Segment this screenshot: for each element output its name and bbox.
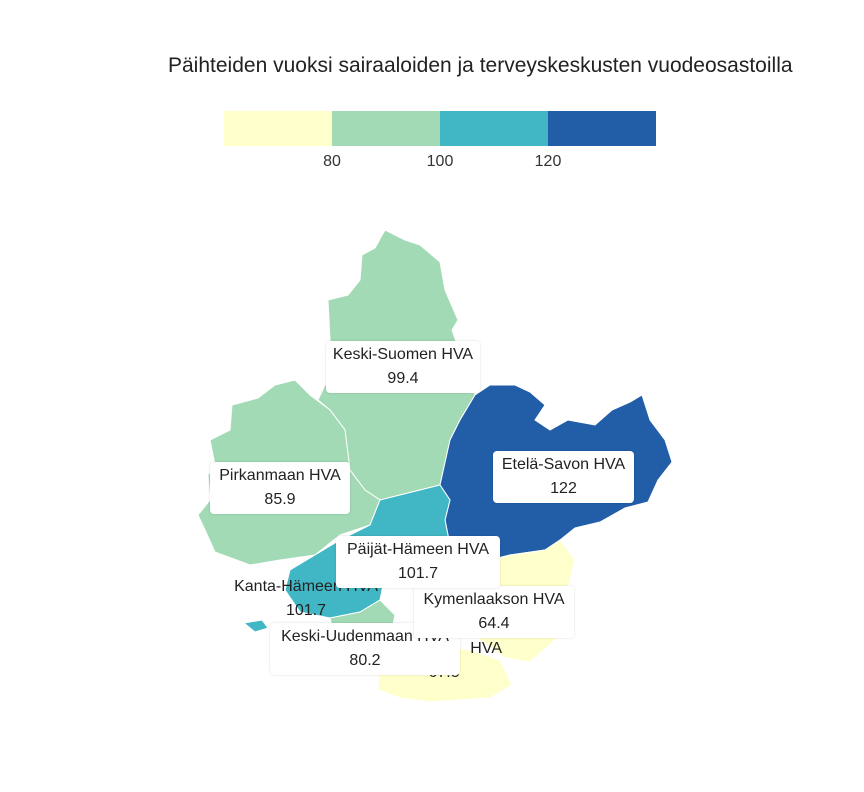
label-name: Kymenlaakson HVA: [423, 591, 565, 608]
label-name: Pirkanmaan HVA: [219, 467, 341, 484]
label-name: Keski-Uudenmaan HVA: [281, 628, 449, 645]
label-value: 122: [550, 480, 577, 497]
legend-swatch-1: [224, 111, 332, 146]
label-value: 80.2: [349, 652, 381, 669]
label-keski-suomi: Keski-Suomen HVA 99.4: [326, 341, 480, 393]
label-paijat-hame: Päijät-Hämeen HVA 101.7: [336, 536, 500, 588]
label-value: 101.7: [285, 602, 327, 619]
color-legend: 80 100 120: [224, 111, 656, 191]
label-etela-savo: Etelä-Savon HVA 122: [493, 451, 634, 503]
label-kymenlaakso: Kymenlaakson HVA 64.4: [414, 586, 574, 638]
legend-tick-100: 100: [426, 153, 454, 170]
label-name: Etelä-Savon HVA: [501, 456, 626, 473]
legend-tick-120: 120: [534, 153, 562, 170]
map-title: Päihteiden vuoksi sairaaloiden ja tervey…: [168, 54, 793, 77]
label-name: Päijät-Hämeen HVA: [347, 541, 489, 558]
label-value: 64.4: [478, 615, 510, 632]
legend-swatch-4: [548, 111, 656, 146]
legend-swatch-2: [332, 111, 440, 146]
label-value: 99.4: [387, 370, 419, 387]
label-name: Keski-Suomen HVA: [332, 346, 474, 363]
label-keski-uusimaa: Keski-Uudenmaan HVA 80.2: [270, 623, 460, 675]
legend-tick-80: 80: [323, 153, 341, 170]
label-value: 101.7: [397, 565, 439, 582]
region-west-fragment[interactable]: [242, 619, 269, 633]
label-value: 85.9: [264, 491, 296, 508]
legend-swatch-3: [440, 111, 548, 146]
label-name: HVA: [470, 640, 502, 657]
label-pirkanmaa: Pirkanmaan HVA 85.9: [210, 462, 350, 514]
